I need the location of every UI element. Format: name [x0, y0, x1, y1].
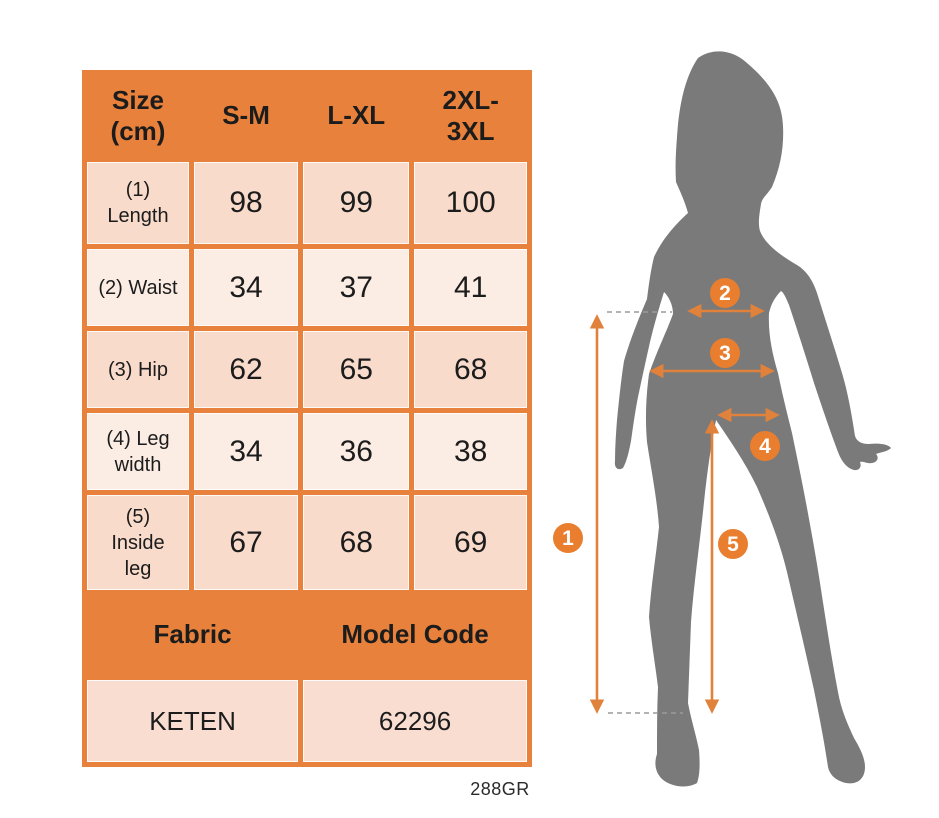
waist-l-xl: 37: [303, 249, 410, 326]
row-label-inside-leg: (5) Inside leg: [87, 495, 189, 590]
fabric-value: KETEN: [87, 680, 299, 762]
svg-text:1: 1: [562, 527, 574, 550]
table-row-inside-leg: (5) Inside leg 67 68 69: [87, 495, 527, 590]
leg-width-2xl-3xl: 38: [414, 413, 527, 490]
table-row-leg-width: (4) Leg width 34 36 38: [87, 413, 527, 490]
length-l-xl: 99: [303, 162, 410, 244]
column-header-s-m: S-M: [222, 100, 270, 131]
table-row-fabric-header: Fabric Model Code: [87, 595, 527, 675]
weight-footnote: 288GR: [470, 779, 530, 799]
column-header-2xl-3xl: 2XL- 3XL: [442, 84, 499, 146]
size-chart-table: Size (cm) S-M L-XL 2XL- 3XL (1) Length 9…: [82, 70, 532, 767]
hip-s-m: 62: [194, 331, 299, 408]
waist-s-m: 34: [194, 249, 299, 326]
female-silhouette: [614, 51, 891, 787]
row-label-length: (1) Length: [87, 162, 189, 244]
marker-4-icon: 4: [750, 431, 780, 461]
table-row-fabric-values: KETEN 62296: [87, 680, 527, 762]
marker-2-icon: 2: [710, 278, 740, 308]
model-code-header: Model Code: [341, 619, 489, 650]
svg-text:4: 4: [759, 435, 771, 458]
column-header-l-xl: L-XL: [327, 100, 386, 131]
marker-3-icon: 3: [710, 338, 740, 368]
row-label-leg-width: (4) Leg width: [87, 413, 189, 490]
svg-text:3: 3: [719, 342, 731, 365]
table-row-hip: (3) Hip 62 65 68: [87, 331, 527, 408]
leg-width-l-xl: 36: [303, 413, 410, 490]
inside-leg-2xl-3xl: 69: [414, 495, 527, 590]
svg-text:5: 5: [727, 533, 739, 556]
fabric-header: Fabric: [153, 619, 232, 650]
waist-2xl-3xl: 41: [414, 249, 527, 326]
inside-leg-l-xl: 68: [303, 495, 410, 590]
length-2xl-3xl: 100: [414, 162, 527, 244]
marker-5-icon: 5: [718, 529, 748, 559]
measurement-figure: 1 2 3 4 5: [553, 51, 891, 787]
table-row-waist: (2) Waist 34 37 41: [87, 249, 527, 326]
row-label-waist: (2) Waist: [87, 249, 189, 326]
table-row-length: (1) Length 98 99 100: [87, 162, 527, 244]
length-s-m: 98: [194, 162, 299, 244]
hip-l-xl: 65: [303, 331, 410, 408]
svg-text:2: 2: [719, 282, 731, 305]
leg-width-s-m: 34: [194, 413, 299, 490]
hip-2xl-3xl: 68: [414, 331, 527, 408]
column-header-size-cm: Size (cm): [110, 84, 166, 146]
row-label-hip: (3) Hip: [87, 331, 189, 408]
model-code-value: 62296: [303, 680, 527, 762]
marker-1-icon: 1: [553, 523, 583, 553]
inside-leg-s-m: 67: [194, 495, 299, 590]
